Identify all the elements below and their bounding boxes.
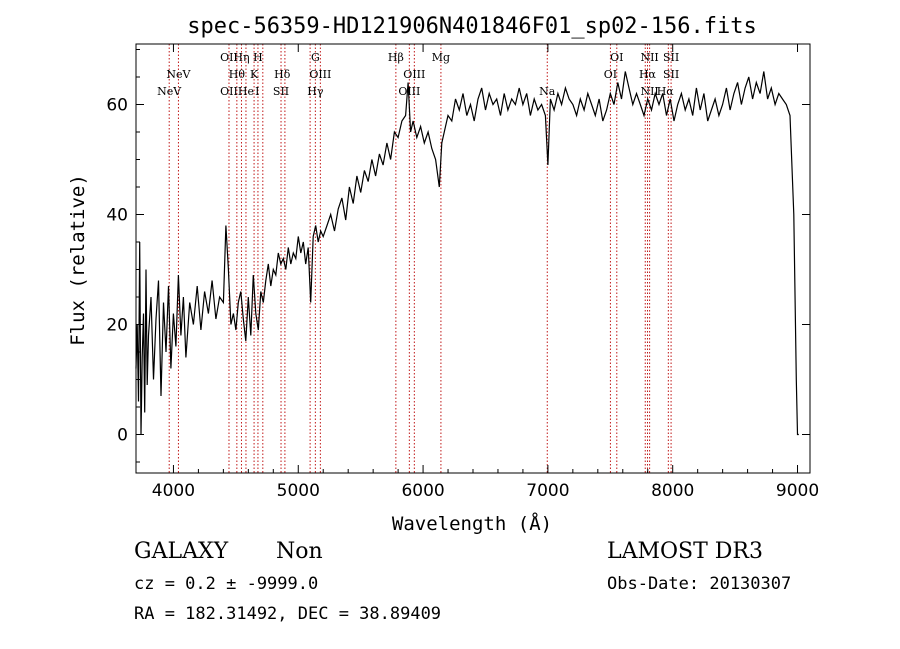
line-label: SII xyxy=(663,51,679,64)
line-label: NII xyxy=(640,85,658,98)
line-label: OI xyxy=(610,51,623,64)
line-label: OIII xyxy=(398,85,420,98)
line-label: OIII xyxy=(309,68,331,81)
x-tick-label: 8000 xyxy=(651,481,694,501)
x-tick-label: 9000 xyxy=(776,481,819,501)
x-tick-label: 6000 xyxy=(401,481,444,501)
x-axis-label: Wavelength (Å) xyxy=(392,512,552,535)
line-label: He xyxy=(238,85,254,98)
obs-date: Obs-Date: 20130307 xyxy=(607,574,792,594)
y-tick-label: 40 xyxy=(106,206,128,226)
x-tick-label: 5000 xyxy=(277,481,320,501)
line-label: SII xyxy=(273,85,289,98)
object-class: GALAXY xyxy=(134,539,229,564)
line-label: Na xyxy=(539,85,556,98)
spectrum-line xyxy=(135,71,799,436)
y-axis-label: Flux (relative) xyxy=(67,174,89,346)
line-label: Mg xyxy=(432,51,450,64)
line-label: Hγ xyxy=(307,85,324,98)
object-subclass: Non xyxy=(276,539,323,564)
line-label: OI xyxy=(604,68,617,81)
line-label: Hα xyxy=(639,68,657,81)
survey-name: LAMOST DR3 xyxy=(607,539,763,564)
line-label: Hα xyxy=(657,85,675,98)
line-label: Hβ xyxy=(388,51,404,64)
x-tick-label: 4000 xyxy=(152,481,195,501)
axes: 4000 5000 6000 7000 8000 9000 0 20 40 60 xyxy=(106,44,819,501)
line-label: Hθ xyxy=(229,68,246,81)
y-tick-label: 60 xyxy=(106,96,128,116)
chart-title: spec-56359-HD121906N401846F01_sp02-156.f… xyxy=(187,14,757,39)
line-label: K xyxy=(250,68,259,81)
line-label: SII xyxy=(663,68,679,81)
emission-line-markers xyxy=(168,44,672,473)
y-tick-label: 0 xyxy=(117,426,128,446)
emission-line-labels: NeVNeVOIIOIIHηHθHeHKIHδSIIGOIIIHγHβOIIIO… xyxy=(157,51,679,98)
line-label: H xyxy=(253,51,263,64)
line-label: OII xyxy=(220,85,238,98)
y-tick-label: 20 xyxy=(106,316,128,336)
line-label: NeV xyxy=(166,68,191,81)
line-label: NeV xyxy=(157,85,182,98)
line-label: Hδ xyxy=(274,68,291,81)
line-label: I xyxy=(255,85,259,98)
redshift-cz: cz = 0.2 ± -9999.0 xyxy=(134,574,319,594)
ra-dec: RA = 182.31492, DEC = 38.89409 xyxy=(134,604,442,624)
line-label: OIII xyxy=(403,68,425,81)
x-tick-label: 7000 xyxy=(526,481,569,501)
line-label: G xyxy=(311,51,320,64)
line-label: Hη xyxy=(233,51,249,64)
line-label: OII xyxy=(220,51,238,64)
line-label: NII xyxy=(640,51,658,64)
